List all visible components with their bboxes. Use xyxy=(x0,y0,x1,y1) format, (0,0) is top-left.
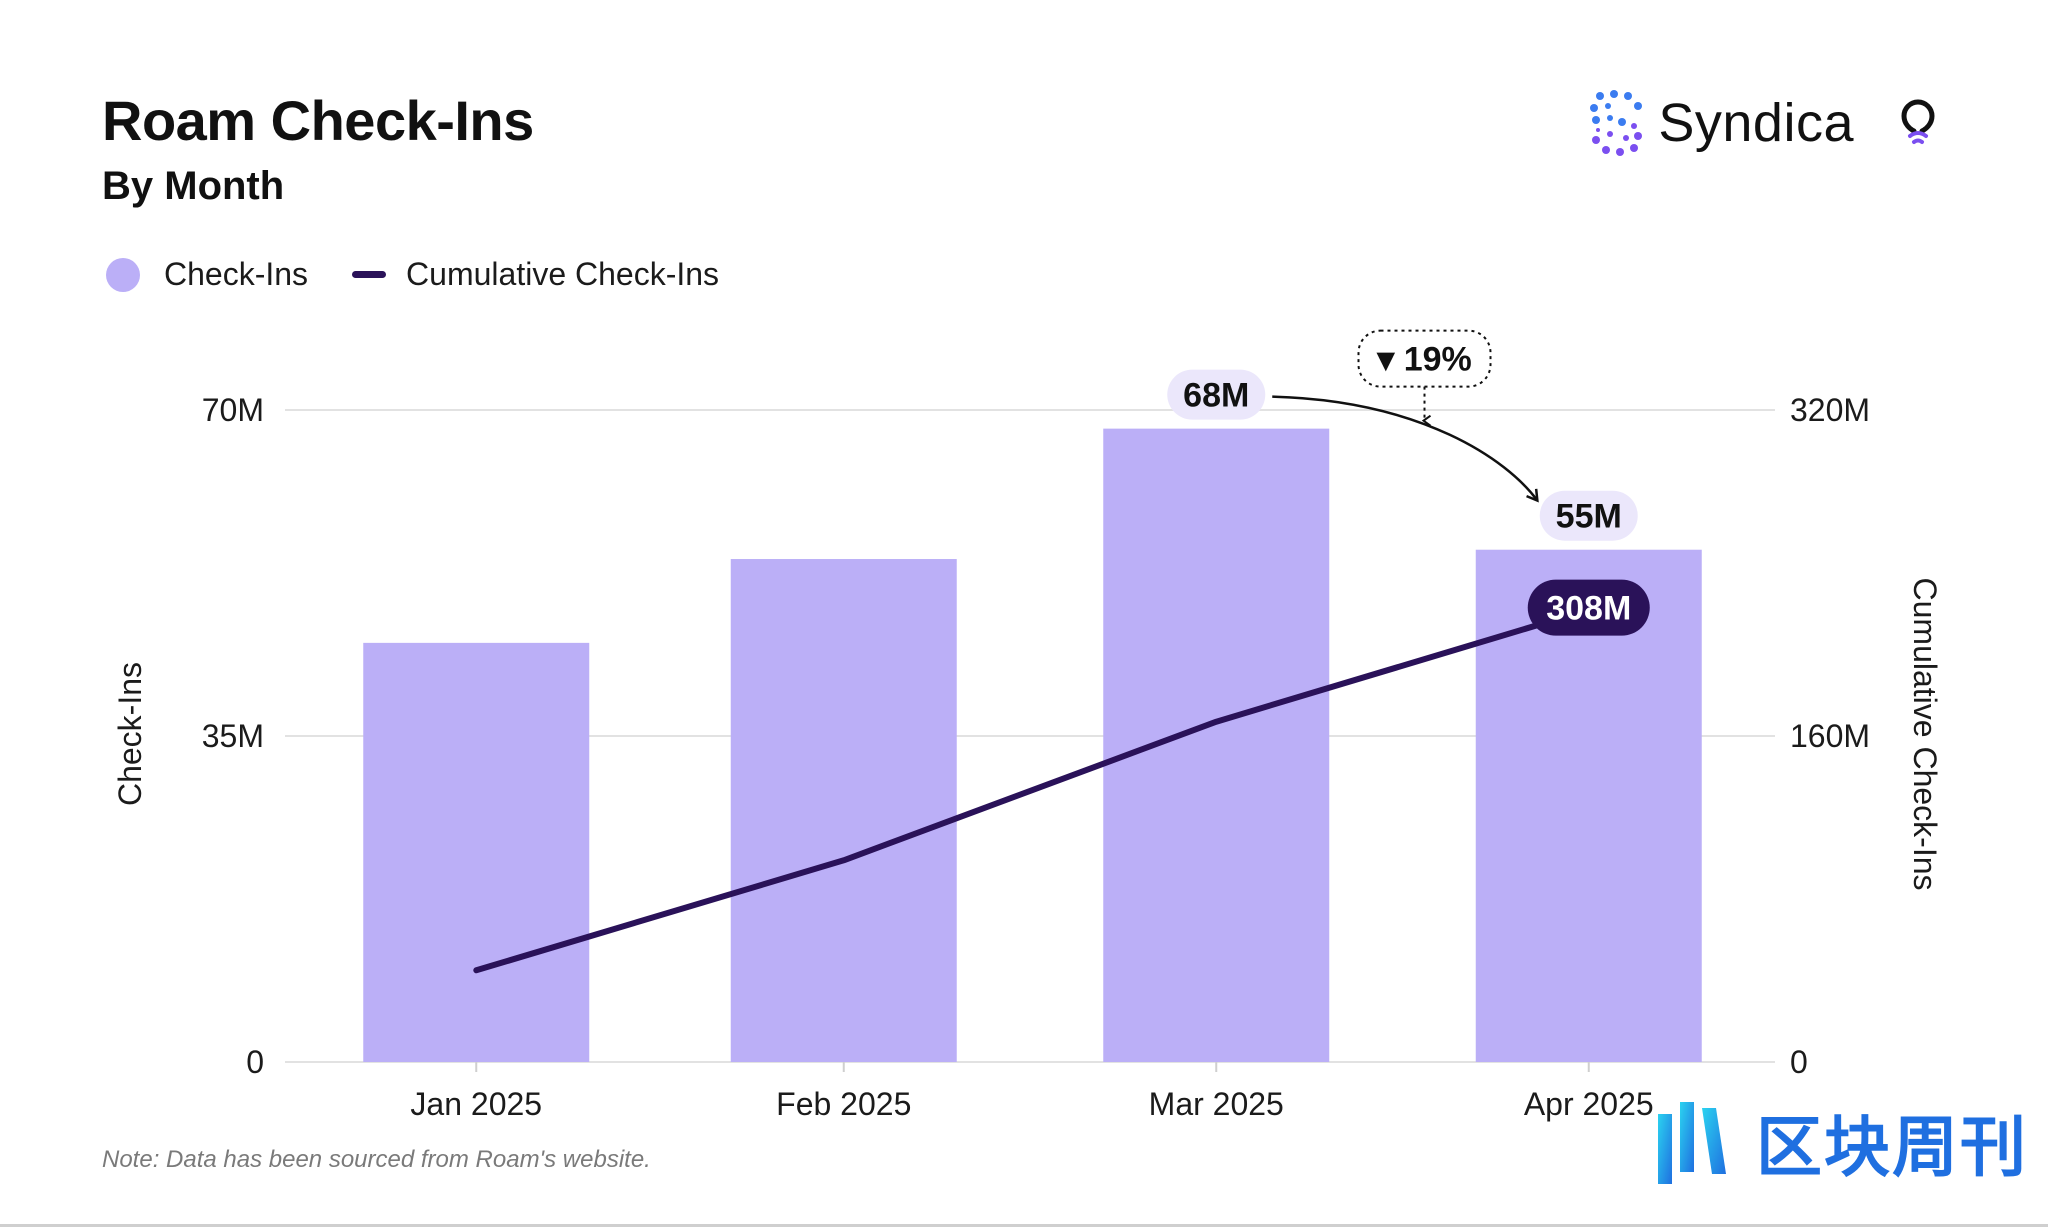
change-badge-text: ▾ 19% xyxy=(1376,341,1472,379)
legend-item-cumulative: Cumulative Check-Ins xyxy=(352,256,719,293)
apr-value-pill-text: 55M xyxy=(1556,498,1622,536)
brand-name: Syndica xyxy=(1658,93,1854,153)
apr-value-pill-bg xyxy=(1539,490,1638,541)
legend: Check-Ins Cumulative Check-Ins xyxy=(106,256,763,293)
source-note: Note: Data has been sourced from Roam's … xyxy=(102,1146,651,1173)
cumulative-value-pill-bg xyxy=(1527,579,1650,636)
y-right-tick-label: 160M xyxy=(1790,718,1870,754)
bar-mar-2025 xyxy=(1103,428,1330,1063)
cumulative-line-path xyxy=(473,606,1592,974)
bottom-divider xyxy=(0,1224,2048,1227)
chart-subtitle: By Month xyxy=(102,164,285,208)
legend-swatch-line xyxy=(352,271,387,278)
y-left-axis-title: Check-Ins xyxy=(112,662,148,806)
x-tick-label: Apr 2025 xyxy=(1524,1086,1654,1122)
chart-title: Roam Check-Ins xyxy=(102,89,534,152)
x-tick-label: Jan 2025 xyxy=(410,1086,542,1122)
mar-value-pill-text: 68M xyxy=(1183,377,1249,415)
syndica-dots-logo-icon xyxy=(1590,90,1643,156)
axes: 0 35M 70M 0 160M 320M Jan 2025 Feb 2025 Mar 2025… xyxy=(112,392,1943,1122)
y-left-tick-label: 0 xyxy=(246,1044,264,1080)
mar-value-pill: 68M xyxy=(1167,369,1266,420)
y-left-tick-label: 35M xyxy=(202,718,264,754)
cumulative-value-pill: 308M xyxy=(1527,579,1650,636)
x-tick-label: Mar 2025 xyxy=(1149,1086,1284,1122)
brand: Syndica xyxy=(1590,90,1938,156)
roam-pin-icon xyxy=(1901,99,1935,144)
change-arrow xyxy=(1272,395,1537,500)
apr-value-pill: 55M xyxy=(1539,490,1638,541)
cumulative-line xyxy=(473,606,1592,974)
legend-item-check-ins: Check-Ins xyxy=(106,256,308,293)
legend-label-cumulative: Cumulative Check-Ins xyxy=(406,256,720,292)
y-right-axis-title: Cumulative Check-Ins xyxy=(1907,578,1943,891)
y-right-tick-label: 0 xyxy=(1790,1044,1808,1080)
cumulative-value-pill-text: 308M xyxy=(1546,590,1631,628)
bar-jan-2025 xyxy=(363,642,590,1062)
watermark-text: 区块周刊 xyxy=(1756,1109,2028,1186)
bars xyxy=(363,428,1702,1063)
y-right-tick-label: 320M xyxy=(1790,392,1870,428)
blockweekly-logo-icon xyxy=(1658,1102,1726,1184)
legend-swatch-bar xyxy=(106,257,140,292)
y-left-tick-label: 70M xyxy=(202,392,264,428)
annotations: 68M 55M 308M ▾ 19% xyxy=(1167,329,1650,636)
legend-label-check-ins: Check-Ins xyxy=(164,256,309,292)
x-tick-label: Feb 2025 xyxy=(776,1086,911,1122)
bar-feb-2025 xyxy=(730,559,957,1062)
mar-value-pill-bg xyxy=(1167,369,1266,420)
watermark: 区块周刊 xyxy=(1650,1094,2028,1190)
change-badge: ▾ 19% xyxy=(1357,329,1492,427)
